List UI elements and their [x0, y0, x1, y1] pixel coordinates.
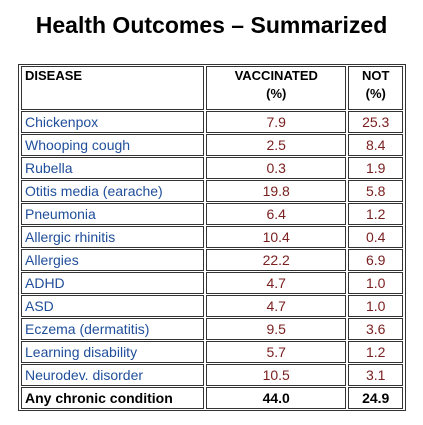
disease-cell: ADHD	[21, 272, 204, 294]
value-cell: 3.1	[348, 364, 403, 386]
value-cell: 4.7	[206, 295, 347, 317]
data-row: ASD 4.7 1.0	[21, 295, 403, 317]
value-cell: 10.4	[206, 226, 347, 248]
disease-cell: Eczema (dermatitis)	[21, 318, 204, 340]
data-row: Learning disability 5.7 1.2	[21, 341, 403, 363]
value-cell: 8.4	[348, 134, 403, 156]
value-cell: 44.0	[206, 387, 347, 409]
header-unit: (%)	[266, 86, 287, 101]
data-row: Allergic rhinitis 10.4 0.4	[21, 226, 403, 248]
header-row: DISEASE VACCINATED (%) NOT (%)	[21, 66, 403, 110]
value-cell: 10.5	[206, 364, 347, 386]
data-row: Neurodev. disorder 10.5 3.1	[21, 364, 403, 386]
disease-cell: Whooping cough	[21, 134, 204, 156]
header-cell: DISEASE	[21, 66, 204, 110]
data-row: Rubella 0.3 1.9	[21, 157, 403, 179]
table-body: Chickenpox 7.9 25.3 Whooping cough 2.5 8.4 Rub…	[21, 111, 403, 409]
value-cell: 0.3	[206, 157, 347, 179]
value-cell: 1.9	[348, 157, 403, 179]
value-cell: 19.8	[206, 180, 347, 202]
value-cell: 1.2	[348, 203, 403, 225]
disease-cell: Otitis media (earache)	[21, 180, 204, 202]
value-cell: 6.4	[206, 203, 347, 225]
outcomes-table: DISEASE VACCINATED (%) NOT (%) Chickenpox 7…	[18, 64, 406, 411]
data-row: Eczema (dermatitis) 9.5 3.6	[21, 318, 403, 340]
disease-cell: Pneumonia	[21, 203, 204, 225]
data-row: Chickenpox 7.9 25.3	[21, 111, 403, 133]
header-cell: VACCINATED (%)	[206, 66, 347, 110]
value-cell: 1.0	[348, 295, 403, 317]
header-unit: (%)	[365, 86, 386, 101]
total-row: Any chronic condition 44.0 24.9	[21, 387, 403, 409]
value-cell: 25.3	[348, 111, 403, 133]
value-cell: 1.0	[348, 272, 403, 294]
disease-cell: Chickenpox	[21, 111, 204, 133]
header-cell: NOT (%)	[348, 66, 403, 110]
data-row: Otitis media (earache) 19.8 5.8	[21, 180, 403, 202]
value-cell: 5.7	[206, 341, 347, 363]
title: Health Outcomes – Summarized	[35, 12, 388, 38]
disease-cell: Allergic rhinitis	[21, 226, 204, 248]
value-cell: 4.7	[206, 272, 347, 294]
value-cell: 6.9	[348, 249, 403, 271]
disease-cell: ASD	[21, 295, 204, 317]
header-label: NOT	[362, 68, 390, 83]
disease-cell: Allergies	[21, 249, 204, 271]
value-cell: 2.5	[206, 134, 347, 156]
value-cell: 1.2	[348, 341, 403, 363]
value-cell: 9.5	[206, 318, 347, 340]
value-cell: 22.2	[206, 249, 347, 271]
value-cell: 0.4	[348, 226, 403, 248]
data-row: Whooping cough 2.5 8.4	[21, 134, 403, 156]
header-label: VACCINATED	[234, 68, 318, 83]
disease-cell: Any chronic condition	[21, 387, 204, 409]
value-cell: 24.9	[348, 387, 403, 409]
value-cell: 5.8	[348, 180, 403, 202]
header-label: DISEASE	[25, 68, 83, 83]
data-row: ADHD 4.7 1.0	[21, 272, 403, 294]
disease-cell: Learning disability	[21, 341, 204, 363]
data-row: Allergies 22.2 6.9	[21, 249, 403, 271]
disease-cell: Rubella	[21, 157, 204, 179]
disease-cell: Neurodev. disorder	[21, 364, 204, 386]
value-cell: 3.6	[348, 318, 403, 340]
data-row: Pneumonia 6.4 1.2	[21, 203, 403, 225]
value-cell: 7.9	[206, 111, 347, 133]
